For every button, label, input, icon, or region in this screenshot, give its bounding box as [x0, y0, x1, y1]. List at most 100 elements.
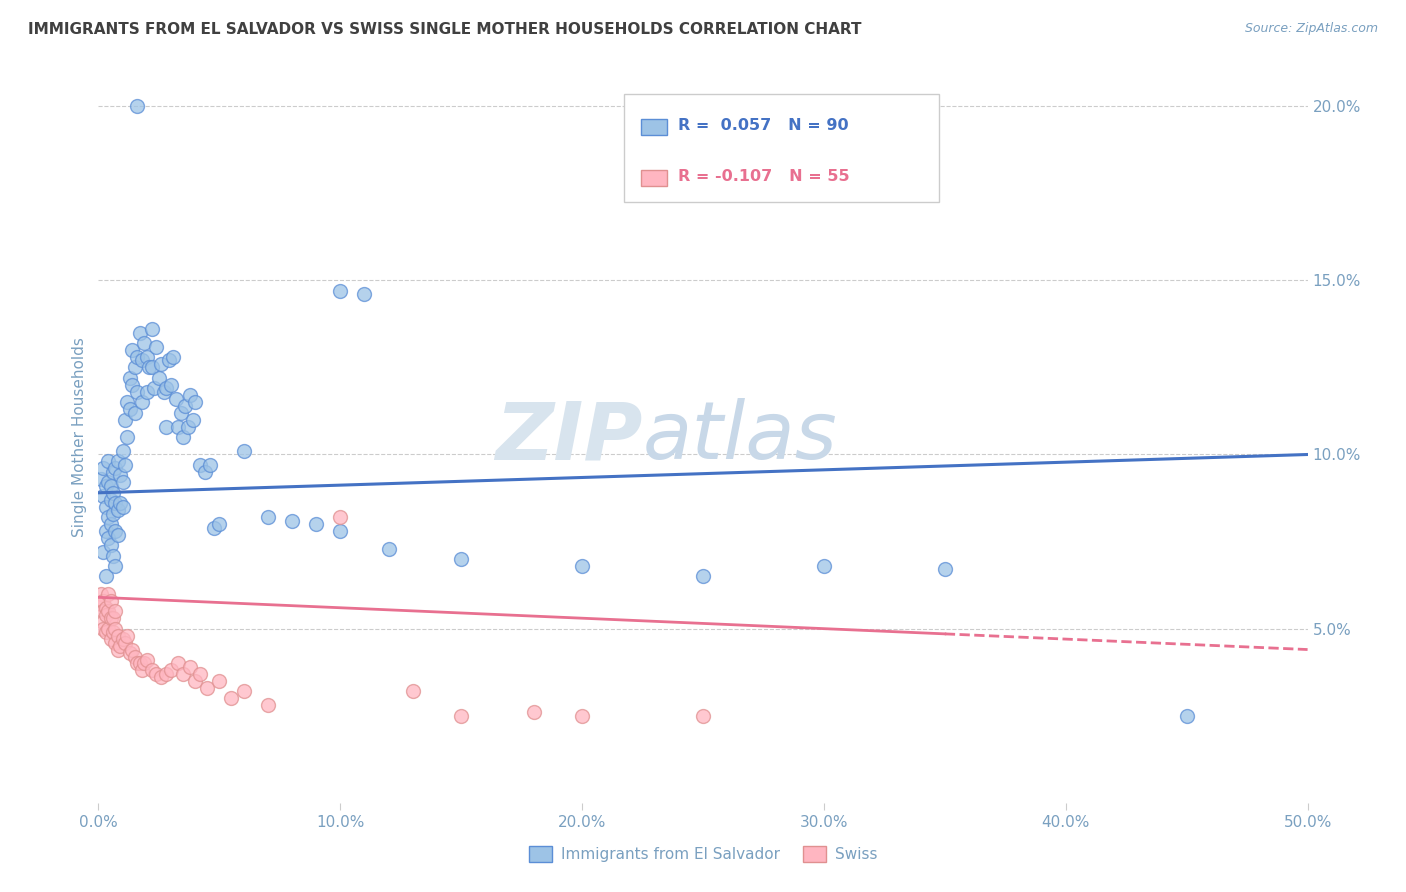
- Point: [138, 360, 160, 375]
- Point: [188, 667, 211, 681]
- Point: [111, 444, 134, 458]
- Text: R =  0.057   N = 90: R = 0.057 N = 90: [678, 118, 848, 133]
- Point: [208, 517, 231, 532]
- Point: [150, 670, 173, 684]
- Point: [198, 458, 221, 472]
- Point: [107, 629, 129, 643]
- Point: [208, 673, 231, 688]
- Point: [104, 635, 127, 649]
- Point: [155, 419, 177, 434]
- Point: [148, 371, 170, 385]
- Point: [124, 649, 146, 664]
- Point: [118, 646, 141, 660]
- Legend: Immigrants from El Salvador, Swiss: Immigrants from El Salvador, Swiss: [523, 840, 883, 868]
- Point: [91, 615, 114, 629]
- Point: [305, 517, 328, 532]
- Point: [101, 465, 124, 479]
- Point: [101, 549, 124, 563]
- Point: [101, 485, 124, 500]
- Point: [111, 475, 134, 490]
- Point: [194, 465, 217, 479]
- Point: [108, 639, 131, 653]
- Point: [117, 629, 139, 643]
- Point: [402, 684, 425, 698]
- Point: [221, 691, 243, 706]
- Point: [90, 472, 112, 486]
- Point: [97, 531, 120, 545]
- Text: IMMIGRANTS FROM EL SALVADOR VS SWISS SINGLE MOTHER HOUSEHOLDS CORRELATION CHART: IMMIGRANTS FROM EL SALVADOR VS SWISS SIN…: [28, 22, 862, 37]
- Point: [134, 336, 156, 351]
- Point: [179, 660, 201, 674]
- Point: [167, 657, 190, 671]
- Point: [167, 419, 190, 434]
- Point: [121, 343, 143, 357]
- Point: [165, 392, 187, 406]
- Point: [91, 622, 114, 636]
- Point: [145, 339, 167, 353]
- Point: [329, 510, 352, 524]
- Point: [256, 698, 278, 713]
- Point: [117, 395, 139, 409]
- Point: [135, 350, 157, 364]
- Point: [100, 594, 122, 608]
- Point: [100, 611, 122, 625]
- Point: [450, 708, 472, 723]
- Point: [91, 594, 114, 608]
- Point: [114, 458, 136, 472]
- Point: [118, 371, 141, 385]
- Point: [128, 657, 150, 671]
- Point: [104, 461, 127, 475]
- Point: [131, 353, 153, 368]
- Point: [121, 377, 143, 392]
- Point: [571, 558, 593, 573]
- Point: [124, 406, 146, 420]
- Point: [91, 489, 114, 503]
- Point: [94, 607, 117, 622]
- Point: [114, 635, 136, 649]
- Point: [152, 384, 174, 399]
- Point: [111, 632, 134, 646]
- Point: [94, 524, 117, 538]
- Point: [104, 558, 127, 573]
- Point: [91, 461, 114, 475]
- Point: [377, 541, 399, 556]
- Point: [571, 708, 593, 723]
- Point: [104, 496, 127, 510]
- Point: [94, 625, 117, 640]
- Point: [94, 479, 117, 493]
- Point: [107, 454, 129, 468]
- Point: [174, 399, 197, 413]
- Point: [232, 444, 254, 458]
- Point: [100, 632, 122, 646]
- Text: R = -0.107   N = 55: R = -0.107 N = 55: [678, 169, 849, 184]
- Point: [141, 664, 163, 678]
- Point: [143, 381, 166, 395]
- Point: [204, 521, 226, 535]
- Point: [127, 657, 149, 671]
- Point: [97, 454, 120, 468]
- Point: [94, 500, 117, 514]
- Point: [177, 419, 200, 434]
- Point: [134, 657, 156, 671]
- Point: [329, 284, 352, 298]
- Point: [100, 479, 122, 493]
- Point: [108, 468, 131, 483]
- Point: [90, 587, 112, 601]
- Point: [157, 353, 180, 368]
- Point: [100, 492, 122, 507]
- Point: [813, 558, 835, 573]
- Point: [692, 708, 714, 723]
- Point: [100, 538, 122, 552]
- Point: [1175, 708, 1198, 723]
- Point: [117, 430, 139, 444]
- Point: [131, 664, 153, 678]
- Point: [934, 562, 956, 576]
- Point: [104, 524, 127, 538]
- Point: [97, 622, 120, 636]
- Point: [131, 395, 153, 409]
- Point: [111, 500, 134, 514]
- Point: [141, 322, 163, 336]
- Point: [97, 604, 120, 618]
- Point: [104, 604, 127, 618]
- Point: [181, 412, 204, 426]
